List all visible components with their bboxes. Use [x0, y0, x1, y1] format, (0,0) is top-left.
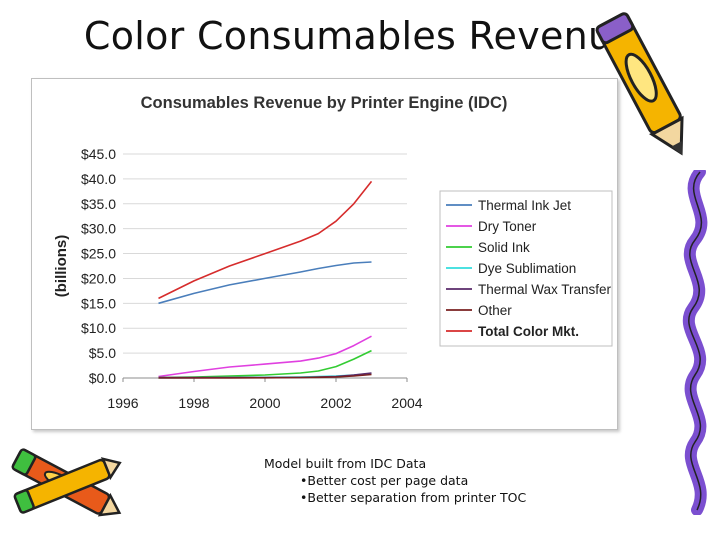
legend: Thermal Ink Jet Dry Toner Solid Ink Dye Sub… [439, 190, 613, 347]
x-tick-label: 1998 [178, 395, 209, 411]
legend-entry: Total Color Mkt. [478, 324, 579, 339]
y-tick-label: $10.0 [81, 320, 116, 336]
legend-entry: Dye Sublimation [478, 261, 576, 276]
legend-entry: Solid Ink [478, 240, 530, 255]
y-tick-label: $0.0 [89, 370, 116, 386]
y-tick-label: $35.0 [81, 196, 116, 212]
chart-title: Consumables Revenue by Printer Engine (I… [141, 94, 508, 112]
legend-entry: Other [478, 303, 512, 318]
series-lines [158, 180, 373, 379]
y-tick-label: $25.0 [81, 246, 116, 262]
x-tick-label: 2000 [249, 395, 280, 411]
series-line [158, 349, 372, 379]
x-tick-label: 2002 [320, 395, 351, 411]
series-line [158, 335, 372, 378]
slide-title: Color Consumables Revenue [83, 14, 637, 58]
caption: Model built from IDC Data •Better cost p… [264, 455, 526, 506]
chart-frame: Consumables Revenue by Printer Engine (I… [31, 78, 618, 430]
y-tick-label: $15.0 [81, 295, 116, 311]
series-line [158, 261, 372, 305]
grid-lines [123, 153, 407, 379]
legend-entry: Thermal Ink Jet [478, 198, 571, 213]
y-tick-label: $45.0 [81, 146, 116, 162]
legend-entry: Thermal Wax Transfer [478, 282, 612, 297]
y-tick-label: $40.0 [81, 171, 116, 187]
y-tick-label: $30.0 [81, 221, 116, 237]
squiggle-icon [682, 170, 708, 515]
series-line [158, 373, 372, 379]
x-tick-label: 2004 [391, 395, 422, 411]
line-chart: Consumables Revenue by Printer Engine (I… [53, 94, 613, 411]
x-tick-label: 1996 [107, 395, 138, 411]
crossed-pencils-icon [11, 448, 122, 517]
pencil-icon [595, 12, 684, 156]
series-line [158, 180, 373, 300]
caption-bullet: •Better separation from printer TOC [300, 490, 527, 505]
caption-bullet: •Better cost per page data [300, 473, 469, 488]
y-tick-label: $5.0 [89, 345, 116, 361]
legend-entry: Dry Toner [478, 219, 537, 234]
axes: $0.0 $5.0 $10.0 $15.0 $20.0 $25.0 $30.0 $35.0 $4… [81, 146, 423, 411]
y-tick-label: $20.0 [81, 270, 116, 286]
caption-line: Model built from IDC Data [264, 456, 427, 471]
y-axis-label: (billions) [53, 235, 70, 298]
